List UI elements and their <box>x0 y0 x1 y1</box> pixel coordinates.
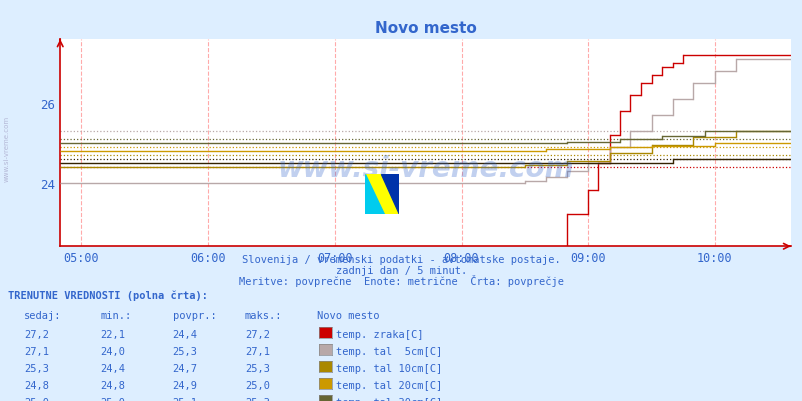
Text: 25,1: 25,1 <box>172 397 197 401</box>
Text: 22,1: 22,1 <box>100 329 125 339</box>
Text: 25,3: 25,3 <box>172 346 197 356</box>
Text: 27,1: 27,1 <box>24 346 49 356</box>
Text: povpr.:: povpr.: <box>172 310 216 320</box>
Text: 27,1: 27,1 <box>245 346 269 356</box>
Text: temp. tal 20cm[C]: temp. tal 20cm[C] <box>335 380 441 390</box>
Text: 25,0: 25,0 <box>24 397 49 401</box>
Text: 25,0: 25,0 <box>100 397 125 401</box>
Text: 27,2: 27,2 <box>245 329 269 339</box>
Text: Novo mesto: Novo mesto <box>317 310 379 320</box>
Text: 25,3: 25,3 <box>245 397 269 401</box>
Text: maks.:: maks.: <box>245 310 282 320</box>
Text: temp. tal 10cm[C]: temp. tal 10cm[C] <box>335 363 441 373</box>
Text: 24,7: 24,7 <box>172 363 197 373</box>
Text: 24,9: 24,9 <box>172 380 197 390</box>
Text: 24,0: 24,0 <box>100 346 125 356</box>
Text: 25,3: 25,3 <box>245 363 269 373</box>
Title: Novo mesto: Novo mesto <box>375 21 476 36</box>
Polygon shape <box>380 174 399 215</box>
Text: 24,4: 24,4 <box>100 363 125 373</box>
Text: 27,2: 27,2 <box>24 329 49 339</box>
Text: temp. tal  5cm[C]: temp. tal 5cm[C] <box>335 346 441 356</box>
Text: sedaj:: sedaj: <box>24 310 62 320</box>
Text: 25,0: 25,0 <box>245 380 269 390</box>
Text: 24,8: 24,8 <box>24 380 49 390</box>
Text: 24,8: 24,8 <box>100 380 125 390</box>
Text: 25,3: 25,3 <box>24 363 49 373</box>
Text: Slovenija / vremenski podatki - avtomatske postaje.: Slovenija / vremenski podatki - avtomats… <box>242 255 560 265</box>
Text: zadnji dan / 5 minut.: zadnji dan / 5 minut. <box>335 265 467 275</box>
Text: temp. zraka[C]: temp. zraka[C] <box>335 329 423 339</box>
Text: www.si-vreme.com: www.si-vreme.com <box>3 115 10 181</box>
Text: Meritve: povprečne  Enote: metrične  Črta: povprečje: Meritve: povprečne Enote: metrične Črta:… <box>239 274 563 286</box>
Text: min.:: min.: <box>100 310 132 320</box>
Text: TRENUTNE VREDNOSTI (polna črta):: TRENUTNE VREDNOSTI (polna črta): <box>8 290 208 301</box>
Polygon shape <box>365 174 383 215</box>
Text: temp. tal 30cm[C]: temp. tal 30cm[C] <box>335 397 441 401</box>
Text: www.si-vreme.com: www.si-vreme.com <box>277 154 573 182</box>
Text: 24,4: 24,4 <box>172 329 197 339</box>
